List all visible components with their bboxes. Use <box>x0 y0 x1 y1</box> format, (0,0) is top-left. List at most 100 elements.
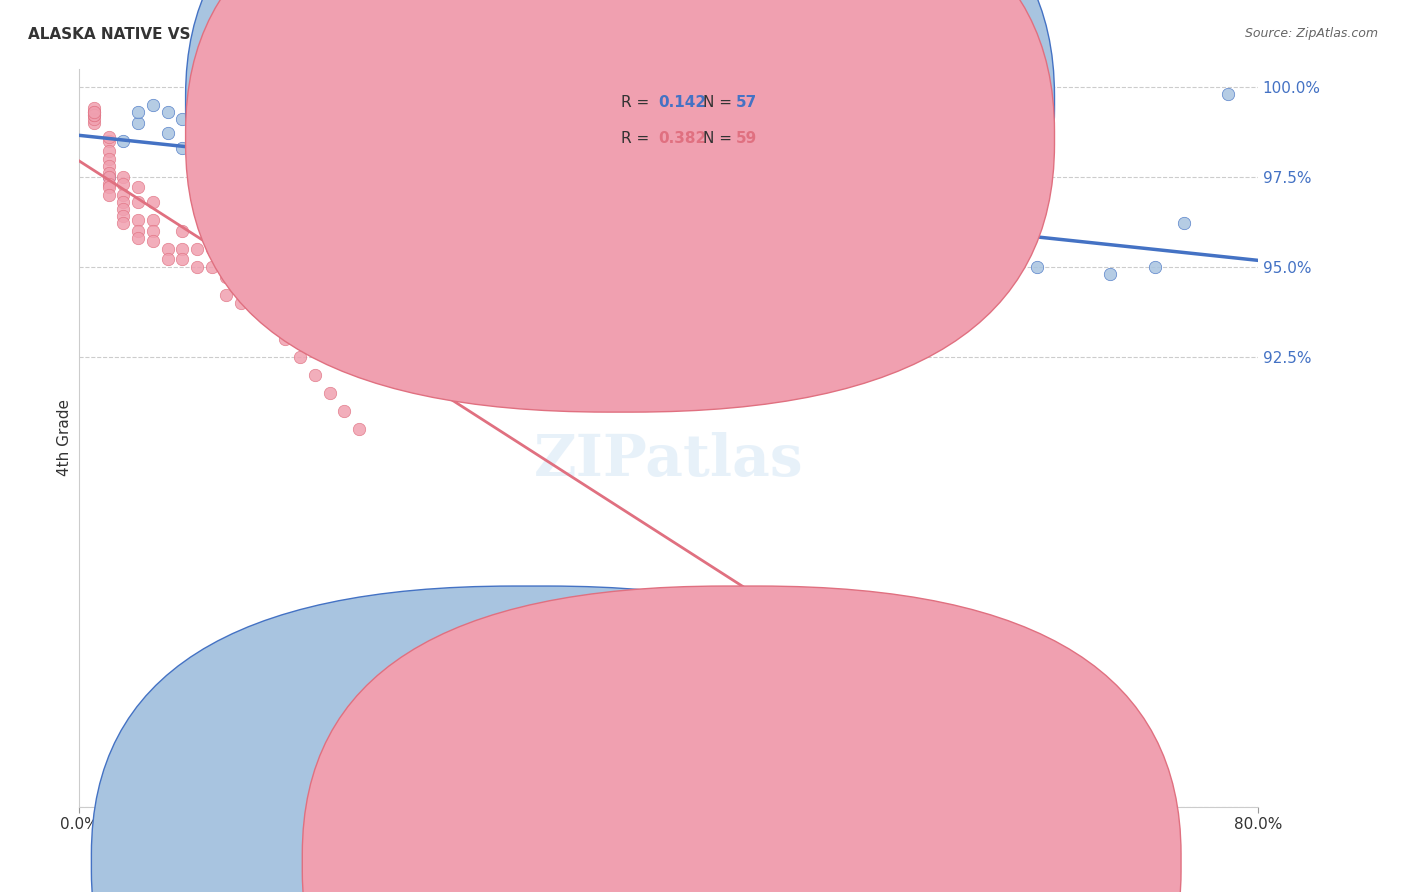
Point <box>834 260 856 274</box>
Point <box>231 295 253 310</box>
Point <box>465 194 488 209</box>
Point <box>97 159 120 173</box>
Point <box>127 115 149 129</box>
Point <box>97 152 120 166</box>
Point <box>481 169 503 184</box>
Point <box>156 127 179 141</box>
Point <box>436 169 458 184</box>
Point <box>142 194 165 209</box>
Text: N =: N = <box>703 131 737 145</box>
Point <box>97 130 120 145</box>
Point <box>215 270 238 285</box>
Point <box>215 134 238 148</box>
Point <box>83 108 105 122</box>
Point <box>186 242 208 256</box>
Point <box>231 162 253 177</box>
Text: Source: ZipAtlas.com: Source: ZipAtlas.com <box>1244 27 1378 40</box>
Point <box>524 169 547 184</box>
Point <box>112 209 135 223</box>
Point <box>97 134 120 148</box>
Point <box>260 314 283 328</box>
Point <box>406 145 429 159</box>
Point <box>97 145 120 159</box>
Point <box>686 212 709 227</box>
Point <box>127 231 149 245</box>
Point <box>333 180 356 194</box>
Point <box>112 134 135 148</box>
Point <box>981 260 1004 274</box>
Point <box>83 104 105 119</box>
Text: N =: N = <box>703 95 737 110</box>
Point <box>142 212 165 227</box>
Point <box>731 180 754 194</box>
Point <box>97 166 120 180</box>
Point <box>879 216 901 230</box>
Point <box>172 112 194 126</box>
Text: 59: 59 <box>735 131 756 145</box>
Point <box>583 169 606 184</box>
Point <box>1143 260 1166 274</box>
Point <box>318 169 340 184</box>
Point <box>97 169 120 184</box>
Point <box>215 288 238 302</box>
Point <box>451 180 474 194</box>
Point <box>804 242 827 256</box>
Point <box>201 242 224 256</box>
Point <box>127 104 149 119</box>
Point <box>83 115 105 129</box>
Point <box>569 180 592 194</box>
Point <box>112 202 135 216</box>
Point <box>363 169 385 184</box>
Point <box>1173 216 1195 230</box>
Point <box>363 260 385 274</box>
Point <box>201 152 224 166</box>
Point <box>172 224 194 238</box>
Text: Trinidadians and Tobagonians: Trinidadians and Tobagonians <box>773 859 998 874</box>
Text: 57: 57 <box>735 95 756 110</box>
Point <box>156 252 179 267</box>
Point <box>1025 260 1047 274</box>
Point <box>172 252 194 267</box>
Point <box>112 177 135 191</box>
Point <box>318 385 340 400</box>
Point <box>186 166 208 180</box>
Point <box>83 101 105 115</box>
Point <box>288 152 311 166</box>
Point <box>245 302 267 317</box>
Point <box>952 252 974 267</box>
Point <box>392 260 415 274</box>
Point <box>127 224 149 238</box>
Point <box>127 194 149 209</box>
Point <box>908 194 931 209</box>
Text: 0.382: 0.382 <box>658 131 706 145</box>
Point <box>172 242 194 256</box>
Text: ZIPatlas: ZIPatlas <box>534 432 803 488</box>
Point <box>1218 87 1240 101</box>
Point <box>347 137 370 152</box>
Point <box>245 288 267 302</box>
Point <box>465 277 488 292</box>
Text: R =: R = <box>621 95 655 110</box>
Point <box>274 127 297 141</box>
Point <box>627 169 650 184</box>
Point <box>127 212 149 227</box>
Text: R =: R = <box>621 131 655 145</box>
Point <box>142 97 165 112</box>
Point <box>304 141 326 155</box>
Point <box>304 368 326 382</box>
Point <box>97 169 120 184</box>
Point <box>97 187 120 202</box>
Point <box>156 242 179 256</box>
Point <box>215 159 238 173</box>
Point <box>83 104 105 119</box>
Point <box>112 169 135 184</box>
Point <box>274 169 297 184</box>
Point <box>186 122 208 136</box>
Point <box>186 260 208 274</box>
Point <box>288 350 311 364</box>
Point <box>127 180 149 194</box>
Point <box>657 242 679 256</box>
Text: 0.142: 0.142 <box>658 95 706 110</box>
Point <box>97 180 120 194</box>
Point <box>761 194 783 209</box>
